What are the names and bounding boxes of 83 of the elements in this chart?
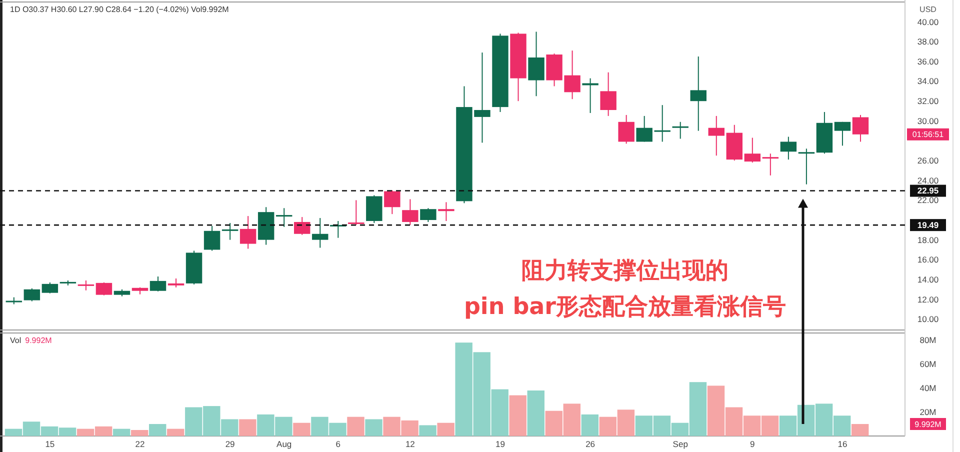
y-tick-label: 32.00 — [917, 96, 939, 106]
bar — [239, 419, 256, 436]
ref-line-label: 22.95 — [917, 186, 939, 196]
x-tick-label: 19 — [496, 438, 506, 449]
candlestick — [42, 282, 58, 294]
candlestick — [348, 200, 364, 226]
text: 9.992M — [914, 420, 942, 429]
y-tick-label: 18.00 — [917, 234, 939, 245]
candlestick — [834, 121, 851, 146]
y-tick-label: 34.00 — [917, 76, 939, 86]
annotation: 阻力转支撑位出现的 — [522, 258, 728, 284]
y-tick-label: 14.00 — [917, 274, 939, 284]
candlestick — [204, 225, 220, 252]
x-tick-label: 6 — [336, 438, 341, 449]
bar — [112, 428, 130, 436]
y-tick-label: 24.00 — [917, 175, 939, 186]
bar — [167, 428, 184, 436]
candlestick — [708, 115, 724, 156]
candlestick — [240, 216, 256, 250]
bar — [527, 390, 544, 436]
candlestick — [420, 208, 436, 222]
candlestick — [744, 137, 761, 164]
bar — [419, 425, 436, 436]
candlestick — [654, 104, 670, 142]
y-tick-label: 12.00 — [917, 294, 939, 304]
annotation: 9.992M — [25, 336, 52, 345]
candlestick — [600, 72, 616, 116]
candlestick — [24, 288, 40, 302]
candlestick — [96, 282, 112, 296]
x-tick-label: 26 — [586, 438, 596, 449]
y-tick-label: 38.00 — [917, 36, 939, 47]
bar — [365, 419, 382, 436]
candlestick — [384, 190, 400, 215]
x-tick-label: 16 — [838, 438, 848, 449]
candlestick — [636, 115, 652, 142]
annotation: Vol — [10, 336, 22, 345]
y-tick-label: 40.00 — [917, 16, 939, 27]
annotation: pin bar形态配合放量看涨信号 — [464, 294, 786, 320]
candlestick — [672, 121, 688, 140]
bar — [437, 422, 454, 436]
text: USD — [920, 5, 937, 14]
candlestick — [276, 208, 292, 228]
candlestick — [762, 153, 779, 176]
y-tick-label: 40M — [920, 383, 936, 394]
x-tick-label: Aug — [276, 438, 292, 449]
bar — [509, 395, 526, 436]
text: 01:56:51 — [912, 130, 944, 140]
candlestick — [618, 114, 634, 144]
bar — [130, 430, 148, 436]
candlestick — [528, 31, 544, 97]
x-tick-label: Sep — [672, 438, 688, 449]
bar — [149, 424, 166, 436]
y-tick-label: 30.00 — [917, 116, 939, 126]
candlestick — [798, 148, 815, 185]
bar — [347, 416, 364, 436]
x-tick-label: 22 — [135, 438, 145, 449]
y-tick-label: 10.00 — [917, 314, 939, 324]
y-tick-label: 36.00 — [917, 56, 939, 66]
bar — [293, 422, 310, 436]
candlestick — [438, 202, 454, 222]
x-tick-label: 29 — [225, 438, 236, 449]
candlestick — [222, 222, 238, 240]
candlestick — [780, 136, 797, 160]
bar — [581, 414, 599, 436]
y-tick-label: 60M — [920, 359, 936, 370]
candlestick — [78, 280, 94, 291]
ref-line-label: 19.49 — [917, 220, 939, 230]
y-tick-label: 20M — [920, 407, 936, 418]
candlestick — [294, 216, 310, 236]
candlestick — [852, 114, 869, 142]
candlestick — [312, 218, 328, 248]
x-tick-label: 12 — [405, 438, 416, 449]
candlestick — [150, 276, 166, 292]
y-tick-label: 26.00 — [917, 156, 939, 166]
y-tick-label: 16.00 — [917, 254, 939, 265]
candlestick — [690, 56, 706, 132]
x-tick-label: 9 — [750, 438, 756, 449]
y-tick-label: 80M — [920, 335, 936, 346]
annotation: 1D O30.37 H30.60 L27.90 C28.64 −1.20 (−4.02%) Vol9.992M — [10, 5, 230, 14]
x-tick-label: 15 — [45, 438, 55, 449]
y-tick-label: 22.00 — [917, 195, 939, 206]
bar — [851, 424, 869, 436]
candlestick — [402, 198, 418, 226]
